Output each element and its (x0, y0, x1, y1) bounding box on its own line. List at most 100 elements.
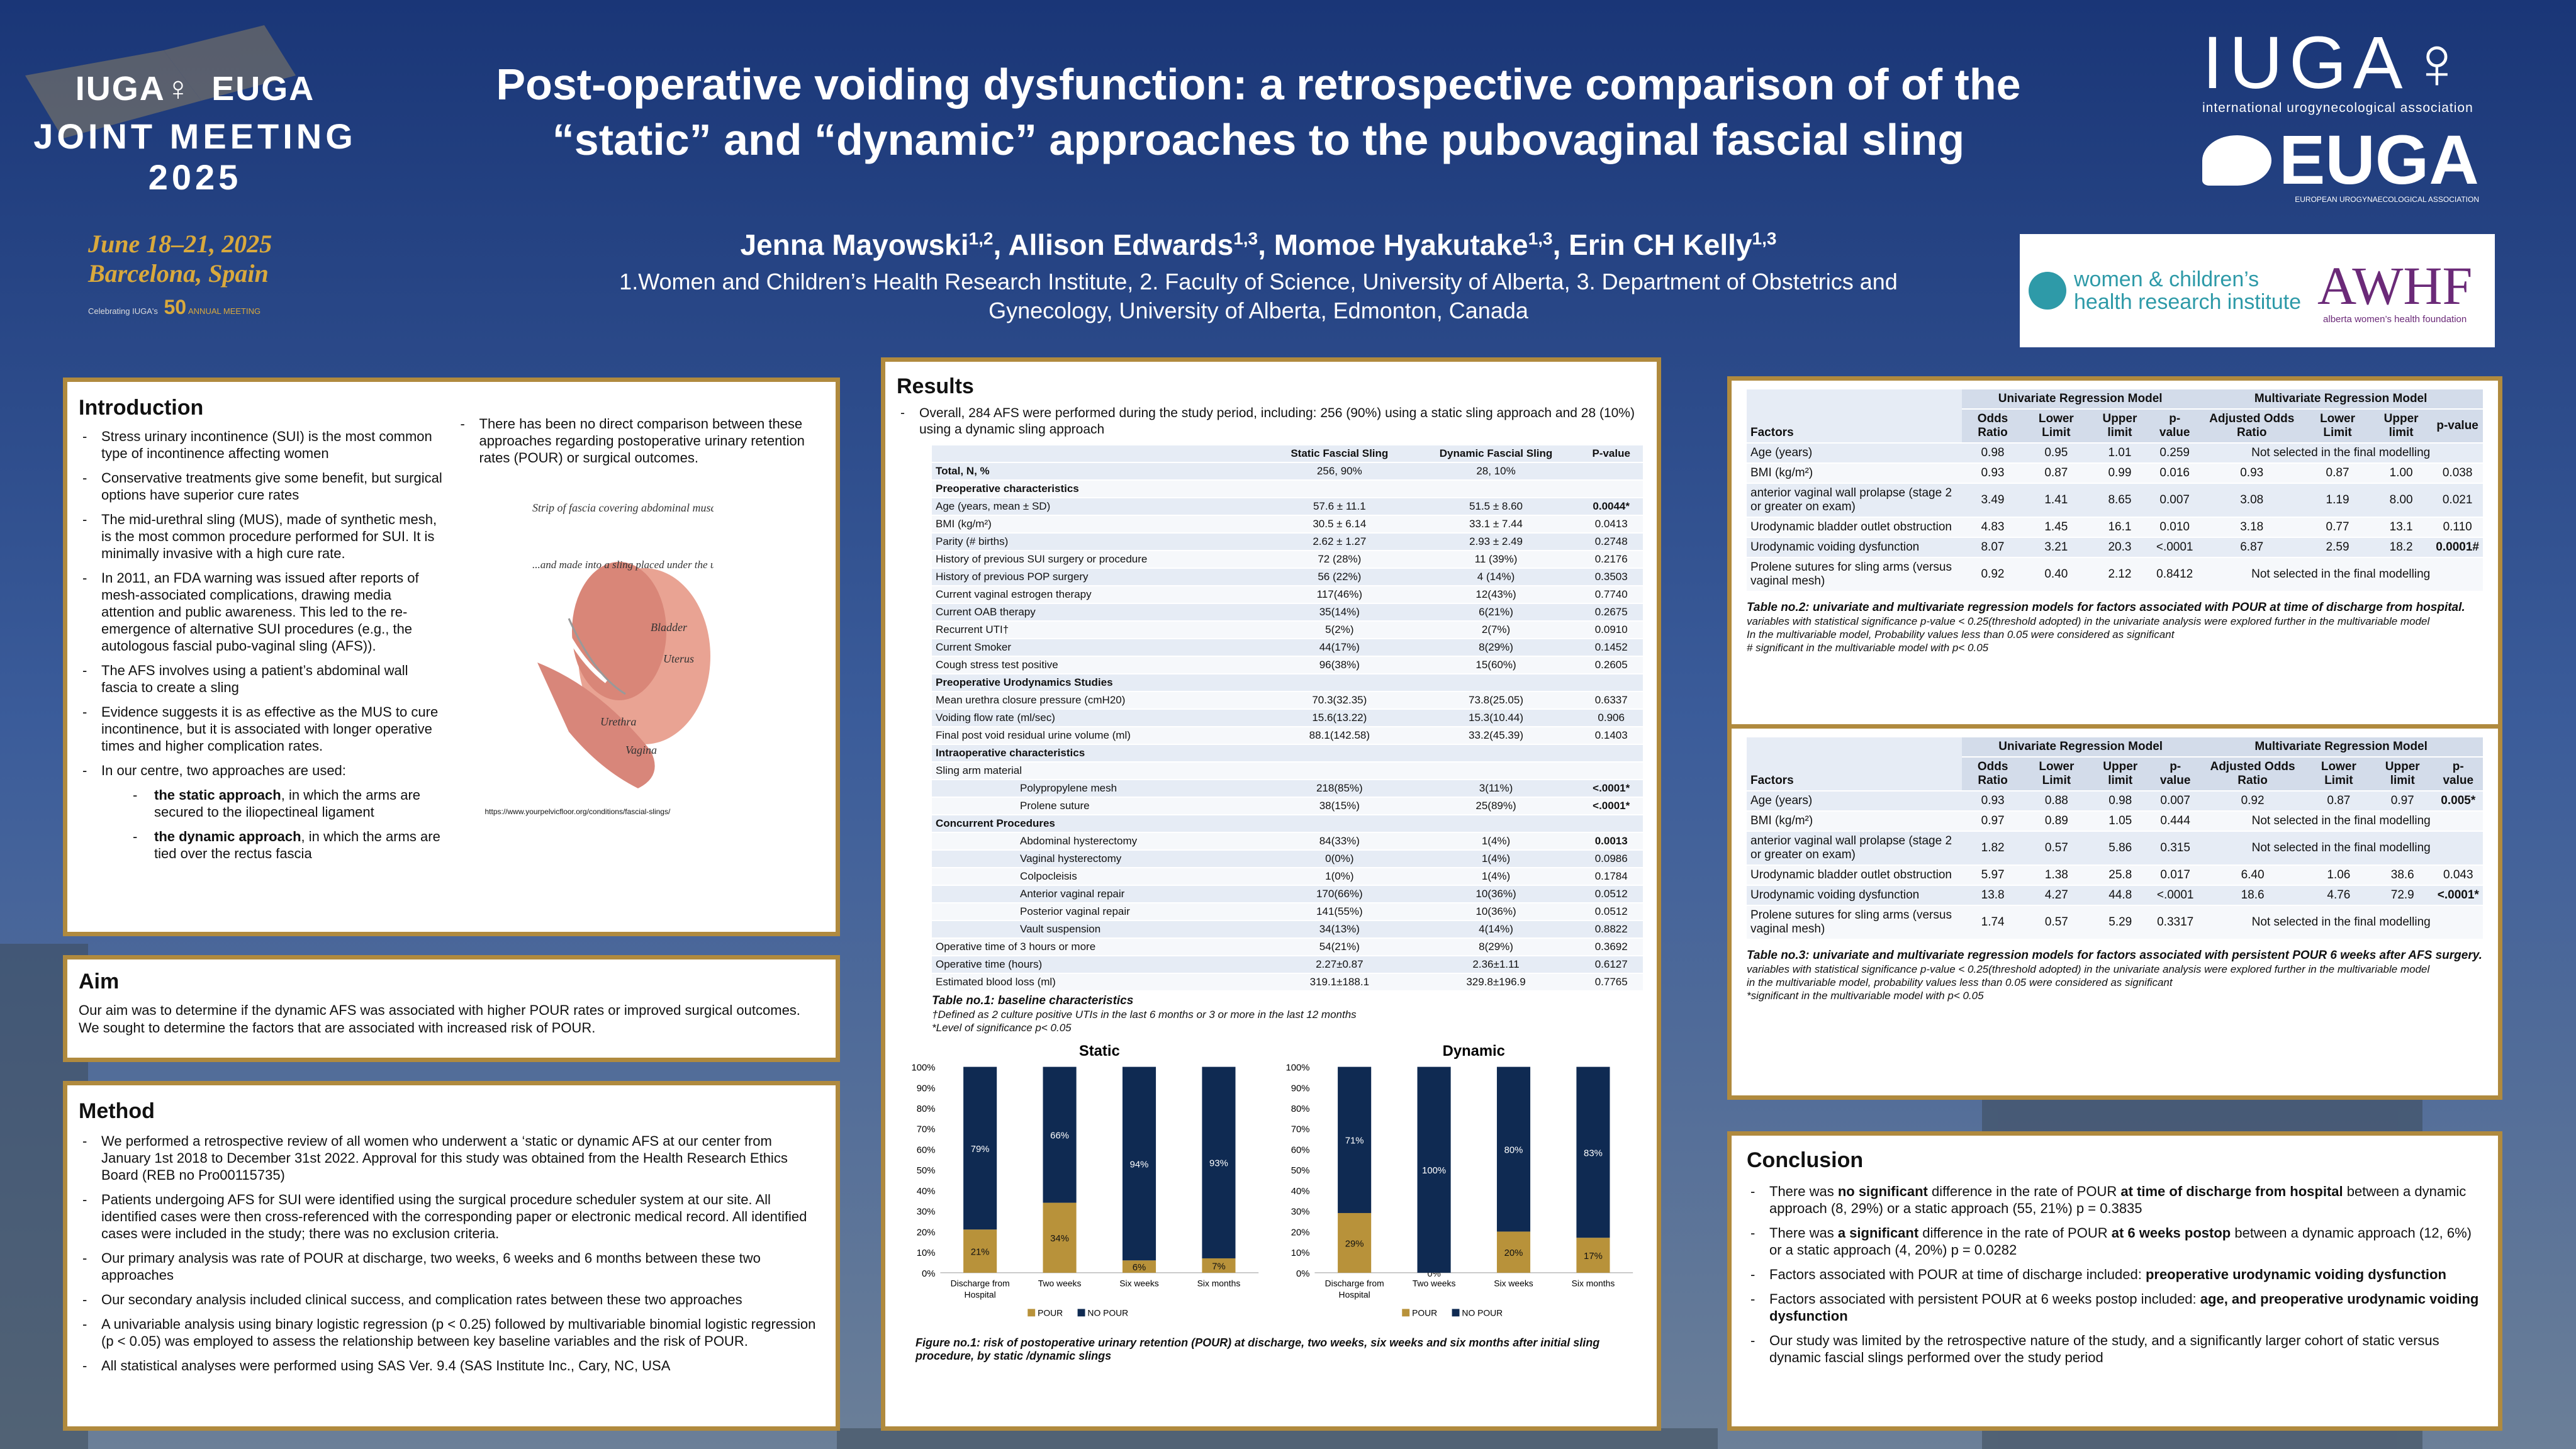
regression-table3-panel: Factors Univariate Regression Model Mult… (1727, 729, 2502, 1100)
list-item: Evidence suggests it is as effective as … (79, 703, 447, 754)
meeting-dates: June 18–21, 2025 (88, 230, 272, 258)
y-tick-label: 20% (917, 1228, 936, 1238)
y-tick-label: 30% (917, 1207, 936, 1217)
y-tick-label: 90% (917, 1083, 936, 1094)
table1-note1: †Defined as 2 culture positive UTIs in t… (932, 1009, 1357, 1021)
bar-no-pour (1576, 1066, 1610, 1238)
y-tick-label: 90% (1291, 1083, 1310, 1094)
table-row: Vaginal hysterectomy 0(0%) 1(4%) 0.0986 (932, 850, 1643, 868)
bar-no-pour (1043, 1066, 1077, 1203)
legend-entry: POUR (1038, 1307, 1063, 1318)
table-row: BMI (kg/m²) 30.5 ± 6.14 33.1 ± 7.44 0.0413 (932, 515, 1643, 534)
list-item: We performed a retrospective review of a… (79, 1133, 824, 1183)
legend-swatch (1452, 1309, 1460, 1317)
bar-no-pour (963, 1066, 997, 1230)
table-row: Urodynamic voiding dysfunction 8.07 3.21 20… (1747, 537, 2483, 558)
table-row: Urodynamic voiding dysfunction 13.8 4.27 44… (1747, 885, 2483, 906)
data-label: 29% (1345, 1239, 1364, 1249)
table-row: Age (years, mean ± SD) 57.6 ± 11.1 51.5 ± … (932, 498, 1643, 516)
legend-entry: POUR (1412, 1307, 1437, 1318)
x-tick-label: Two weeks (1038, 1278, 1082, 1289)
data-label: 83% (1584, 1148, 1603, 1158)
fig-label-bladder: Bladder (651, 621, 688, 634)
table-row: Parity (# births) 2.62 ± 1.27 2.93 ± 2.49 0… (932, 533, 1643, 551)
table3-note1: variables with statistical significance … (1747, 963, 2430, 975)
legend-entry: NO POUR (1087, 1307, 1128, 1318)
table1-caption: Table no.1: baseline characteristics (932, 994, 1134, 1007)
data-label: 6% (1133, 1263, 1146, 1273)
list-item: Factors associated with persistent POUR … (1747, 1290, 2483, 1324)
data-label: 20% (1504, 1248, 1523, 1258)
table-row: Voiding flow rate (ml/sec) 15.6(13.22) 15.… (932, 709, 1643, 727)
regression-table-3: Factors Univariate Regression Model Mult… (1747, 737, 2483, 940)
table-row: Prolene suture 38(15%) 25(89%) <.0001* (932, 797, 1643, 815)
author-1: Jenna Mayowski1,2 (740, 228, 994, 261)
table-row: Current vaginal estrogen therapy 117(46%)… (932, 586, 1643, 604)
x-tick-label: Six weeks (1494, 1278, 1533, 1289)
list-item: Our primary analysis was rate of POUR at… (79, 1250, 824, 1284)
introduction-heading: Introduction (79, 396, 204, 420)
table-row: History of previous SUI surgery or proce… (932, 551, 1643, 569)
iuga-wordmark-small: IUGA♀ (75, 70, 193, 108)
table-row: Current OAB therapy 35(14%) 6(21%) 0.2675 (932, 603, 1643, 622)
y-tick-label: 20% (1291, 1228, 1310, 1238)
table-row: Total, N, % 256, 90% 28, 10% (932, 462, 1643, 481)
wchri-swirl-icon (2029, 272, 2066, 310)
x-tick-label: Discharge from (1325, 1278, 1384, 1289)
table-row: Polypropylene mesh 218(85%) 3(11%) <.0001* (932, 780, 1643, 798)
table-row: Posterior vaginal repair 141(55%) 10(36%) 0… (932, 903, 1643, 921)
x-tick-label: Six months (1197, 1278, 1241, 1289)
table2-note3: # significant in the multivariable model… (1747, 642, 1989, 654)
fig-label-made: ...and made into a sling placed under th… (532, 559, 714, 571)
figure-credit: https://www.yourpelvicfloor.org/conditio… (484, 807, 671, 816)
meeting-logo: IUGA♀ EUGA JOINT MEETING 2025 June 18–21… (19, 69, 371, 319)
dynamic-chart: Dynamic 0% 10% 20% 30% 40% 50% 60% 70% 80% 90% 100%… (1285, 1043, 1633, 1318)
table-row: BMI (kg/m²) 0.97 0.89 1.05 0.444 Not selected… (1747, 811, 2483, 832)
aim-panel: Aim Our aim was to determine if the dyna… (63, 955, 840, 1062)
list-item: In our centre, two approaches are used: (79, 762, 447, 779)
y-tick-label: 60% (917, 1145, 936, 1155)
list-item: All statistical analyses were performed … (79, 1357, 824, 1374)
intro-bullets: Stress urinary incontinence (SUI) is the… (79, 428, 447, 870)
data-label: 94% (1130, 1160, 1149, 1170)
poster-title: Post-operative voiding dysfunction: a re… (496, 60, 2021, 164)
fig-label-urethra: Urethra (600, 715, 636, 728)
conclusion-panel: Conclusion There was no significant diff… (1727, 1131, 2502, 1431)
table2-caption: Table no.2: univariate and multivariate … (1747, 601, 2465, 614)
x-tick-label: Discharge from (951, 1278, 1010, 1289)
x-tick-label: Six months (1572, 1278, 1615, 1289)
legend-swatch (1028, 1309, 1036, 1317)
static-chart: Static 0% 10% 20% 30% 40% 50% 60% 70% 80% 90% 100% 2… (911, 1043, 1259, 1318)
data-label: 100% (1422, 1166, 1446, 1176)
x-tick-label: Two weeks (1413, 1278, 1456, 1289)
affiliations: 1.Women and Children’s Health Research I… (619, 269, 1898, 323)
bar-no-pour (1122, 1066, 1156, 1261)
data-label: 7% (1212, 1262, 1225, 1272)
data-label: 66% (1050, 1131, 1069, 1141)
table-row: Sling arm material (932, 762, 1643, 780)
table-row: Colpocleisis 1(0%) 1(4%) 0.1784 (932, 868, 1643, 886)
regression-table-2: Factors Univariate Regression Model Mult… (1747, 389, 2483, 592)
results-panel: Results Overall, 284 AFS were performed … (881, 357, 1661, 1431)
table-row: Prolene sutures for sling arms (versus v… (1747, 557, 2483, 592)
table-row: Urodynamic bladder outlet obstruction 4.8… (1747, 517, 2483, 538)
conclusion-heading: Conclusion (1747, 1148, 1864, 1172)
y-tick-label: 100% (911, 1063, 935, 1073)
bar-no-pour (1338, 1066, 1372, 1213)
table-row: Preoperative characteristics (932, 480, 1643, 498)
meeting-year: 2025 (148, 157, 242, 197)
iuga-logo: IUGA♀ international urogynecological ass… (2202, 21, 2473, 115)
method-heading: Method (79, 1099, 155, 1123)
list-item: There was a significant difference in th… (1747, 1224, 2483, 1258)
list-item: Patients undergoing AFS for SUI were ide… (79, 1191, 824, 1242)
table-row: Current Smoker 44(17%) 8(29%) 0.1452 (932, 639, 1643, 657)
table-row: Final post void residual urine volume (m… (932, 727, 1643, 745)
bar-pour (1338, 1212, 1372, 1273)
table-row: Intraoperative characteristics (932, 744, 1643, 763)
y-tick-label: 70% (917, 1125, 936, 1135)
chart-title: Dynamic (1443, 1043, 1505, 1060)
sponsor-logos: women & children’s health research insti… (2020, 234, 2495, 347)
authors: Jenna Mayowski1,2, Allison Edwards1,3, M… (740, 228, 1777, 261)
conclusion-bullets: There was no significant difference in t… (1747, 1183, 2483, 1366)
bar-pour (1122, 1260, 1156, 1273)
